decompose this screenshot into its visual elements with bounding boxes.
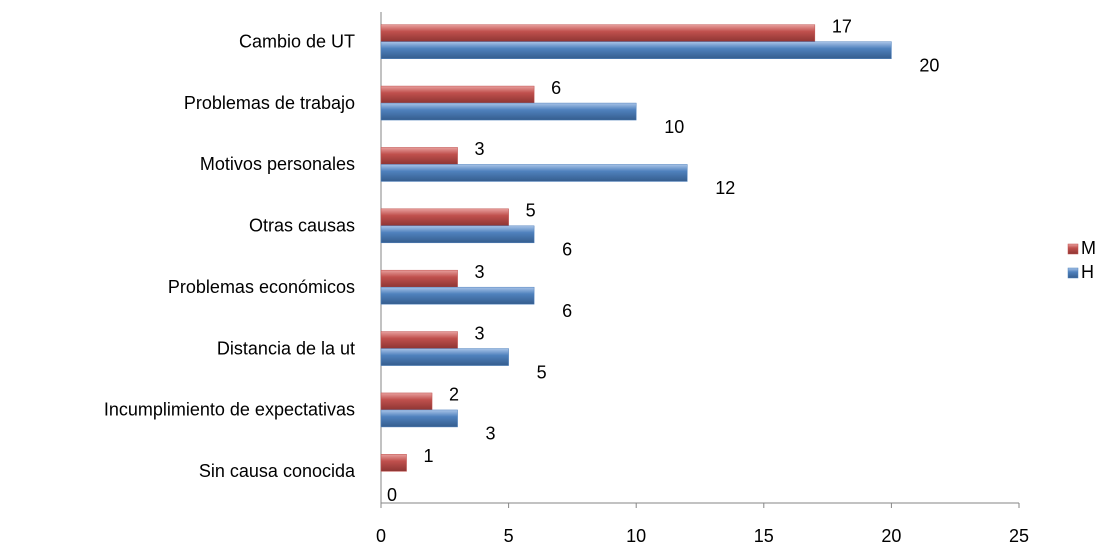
value-label: 6 bbox=[562, 301, 572, 321]
value-label: 1 bbox=[424, 446, 434, 466]
value-label: 3 bbox=[486, 424, 496, 444]
legend-swatch bbox=[1067, 243, 1079, 255]
y-tick-label: Cambio de UT bbox=[239, 31, 355, 51]
bar bbox=[380, 225, 535, 244]
value-label: 12 bbox=[715, 178, 735, 198]
value-label: 3 bbox=[475, 262, 485, 282]
bar bbox=[380, 454, 407, 472]
y-tick-label: Problemas de trabajo bbox=[184, 93, 355, 113]
y-tick-label: Motivos personales bbox=[200, 154, 355, 174]
bar bbox=[380, 331, 458, 349]
value-label: 5 bbox=[526, 201, 536, 221]
legend-swatch bbox=[1067, 267, 1079, 279]
bar bbox=[380, 102, 637, 121]
y-tick-label: Otras causas bbox=[249, 216, 355, 236]
y-tick-label: Distancia de la ut bbox=[217, 338, 355, 358]
value-label: 20 bbox=[919, 55, 939, 75]
x-tick-label: 5 bbox=[504, 526, 514, 546]
value-label: 10 bbox=[664, 117, 684, 137]
value-label: 6 bbox=[562, 240, 572, 260]
value-label: 3 bbox=[475, 139, 485, 159]
value-label: 5 bbox=[537, 362, 547, 382]
bar bbox=[380, 147, 458, 165]
x-tick-label: 0 bbox=[376, 526, 386, 546]
bar bbox=[380, 164, 688, 182]
legend-label: M bbox=[1081, 238, 1096, 258]
value-label: 17 bbox=[832, 16, 852, 36]
x-tick-label: 20 bbox=[881, 526, 901, 546]
value-label: 2 bbox=[449, 385, 459, 405]
value-label: 3 bbox=[475, 323, 485, 343]
x-tick-label: 10 bbox=[626, 526, 646, 546]
bar bbox=[380, 208, 509, 227]
bar bbox=[380, 24, 816, 42]
bar bbox=[380, 286, 535, 305]
x-tick-label: 25 bbox=[1009, 526, 1029, 546]
y-tick-label: Sin causa conocida bbox=[199, 461, 356, 481]
value-label: 6 bbox=[551, 78, 561, 98]
bar bbox=[380, 348, 509, 366]
legend-label: H bbox=[1081, 262, 1094, 282]
bar bbox=[380, 409, 458, 428]
bar bbox=[380, 269, 458, 288]
value-label: 0 bbox=[387, 485, 397, 505]
y-tick-label: Problemas económicos bbox=[168, 277, 355, 297]
x-tick-label: 15 bbox=[754, 526, 774, 546]
bar bbox=[380, 41, 892, 59]
bar bbox=[380, 392, 433, 411]
y-tick-label: Incumplimiento de expectativas bbox=[104, 400, 355, 420]
bar bbox=[380, 85, 535, 104]
